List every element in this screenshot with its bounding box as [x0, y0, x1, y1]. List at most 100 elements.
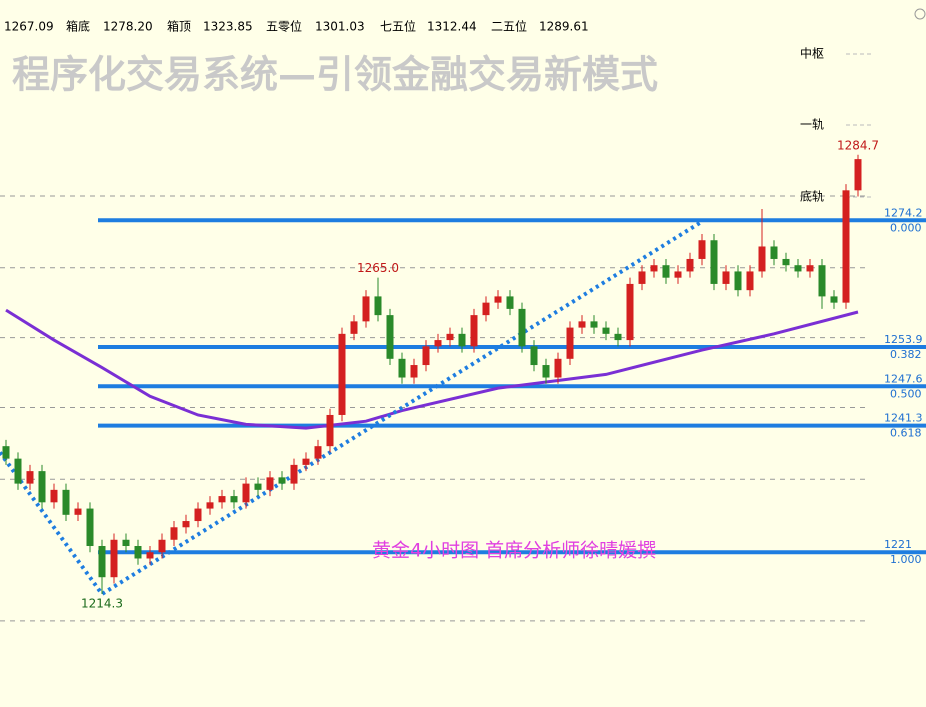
candle-body — [794, 265, 802, 272]
candle-body — [194, 508, 202, 522]
high-label: 1265.0 — [357, 261, 399, 275]
candle-body — [470, 315, 478, 347]
candle-body — [806, 265, 814, 272]
candle-body — [86, 508, 94, 547]
candle-body — [170, 527, 178, 540]
candle-body — [398, 358, 406, 378]
level-price: 1253.9 — [884, 333, 923, 346]
high-label: 1284.7 — [837, 138, 879, 152]
candle-body — [74, 508, 82, 515]
candle-body — [386, 315, 394, 359]
candle-body — [758, 246, 766, 272]
candle-body — [446, 333, 454, 341]
candle-body — [434, 340, 442, 347]
candle-body — [626, 283, 634, 341]
candle-body — [686, 258, 694, 272]
candle-body — [710, 240, 718, 284]
candle-body — [350, 321, 358, 334]
candle-body — [158, 539, 166, 553]
header-item: 1289.61 — [539, 20, 589, 34]
candle-body — [482, 302, 490, 316]
candle-body — [602, 327, 610, 334]
candle-body — [338, 333, 346, 415]
candle-body — [554, 358, 562, 378]
level-ratio: 0.000 — [890, 221, 922, 234]
candle-body — [842, 190, 850, 303]
level-ratio: 0.500 — [890, 387, 922, 400]
candle-body — [734, 271, 742, 291]
corner-dot — [914, 8, 926, 20]
candle-body — [326, 414, 334, 447]
candle-body — [362, 296, 370, 322]
candle-body — [638, 271, 646, 284]
candle-body — [254, 483, 262, 490]
candle-body — [614, 333, 622, 341]
level-ratio: 0.618 — [890, 427, 922, 440]
header-item: 箱底 — [66, 19, 90, 34]
candle-body — [722, 271, 730, 284]
candle-body — [242, 483, 250, 503]
header-item: 七五位 — [380, 19, 416, 34]
level-ratio: 1.000 — [890, 553, 922, 566]
side-label: 中枢 — [800, 46, 824, 61]
header-item: 箱顶 — [167, 19, 191, 34]
candle-body — [218, 496, 226, 503]
candle-body — [38, 471, 46, 503]
candle-body — [782, 258, 790, 266]
candle-body — [110, 539, 118, 578]
candle-body — [266, 477, 274, 490]
candle-body — [146, 552, 154, 559]
candle-body — [230, 496, 238, 503]
candle-body — [818, 265, 826, 297]
candle-body — [122, 539, 130, 547]
candle-body — [14, 458, 22, 484]
watermark-title: 程序化交易系统—引领金融交易新模式 — [12, 52, 658, 97]
candle-body — [854, 159, 862, 191]
annotation: 黄金4小时图 首席分析师徐晴媛撰 — [372, 540, 656, 562]
candle-body — [302, 458, 310, 465]
candle-body — [530, 346, 538, 366]
header-item: 五零位 — [266, 19, 302, 34]
level-ratio: 0.382 — [890, 348, 922, 361]
header-item: 二五位 — [491, 19, 527, 34]
candle-body — [518, 308, 526, 347]
candle-body — [182, 521, 190, 528]
candle-body — [50, 489, 58, 503]
low-label: 1214.3 — [81, 597, 123, 611]
candle-body — [578, 321, 586, 328]
candle-body — [314, 446, 322, 459]
candle-body — [506, 296, 514, 309]
candle-body — [278, 477, 286, 484]
header-item: 1278.20 — [103, 20, 153, 34]
level-price: 1221 — [884, 538, 912, 551]
level-price: 1274.2 — [884, 206, 923, 219]
candle-body — [98, 546, 106, 578]
candle-body — [2, 446, 10, 459]
header-item: 1323.85 — [203, 20, 253, 34]
candle-body — [542, 365, 550, 378]
candle-body — [458, 333, 466, 347]
candle-body — [566, 327, 574, 359]
candle-body — [290, 464, 298, 484]
candle-body — [206, 502, 214, 509]
candle-body — [422, 346, 430, 366]
level-price: 1241.3 — [884, 412, 923, 425]
candle-body — [698, 240, 706, 259]
candle-body — [662, 265, 670, 278]
side-label: 一轨 — [800, 118, 824, 132]
candle-body — [770, 246, 778, 259]
candle-body — [830, 296, 838, 303]
candle-body — [746, 271, 754, 291]
level-price: 1247.6 — [884, 372, 923, 385]
candle-body — [374, 296, 382, 316]
candle-body — [62, 489, 70, 515]
trend-line — [0, 219, 704, 597]
candle-body — [674, 271, 682, 278]
header-item: 1312.44 — [427, 20, 477, 34]
header-item: 1267.09 — [4, 20, 54, 34]
candle-body — [590, 321, 598, 328]
candle-body — [134, 546, 142, 559]
moving-average — [5, 308, 859, 430]
candle-body — [410, 365, 418, 378]
